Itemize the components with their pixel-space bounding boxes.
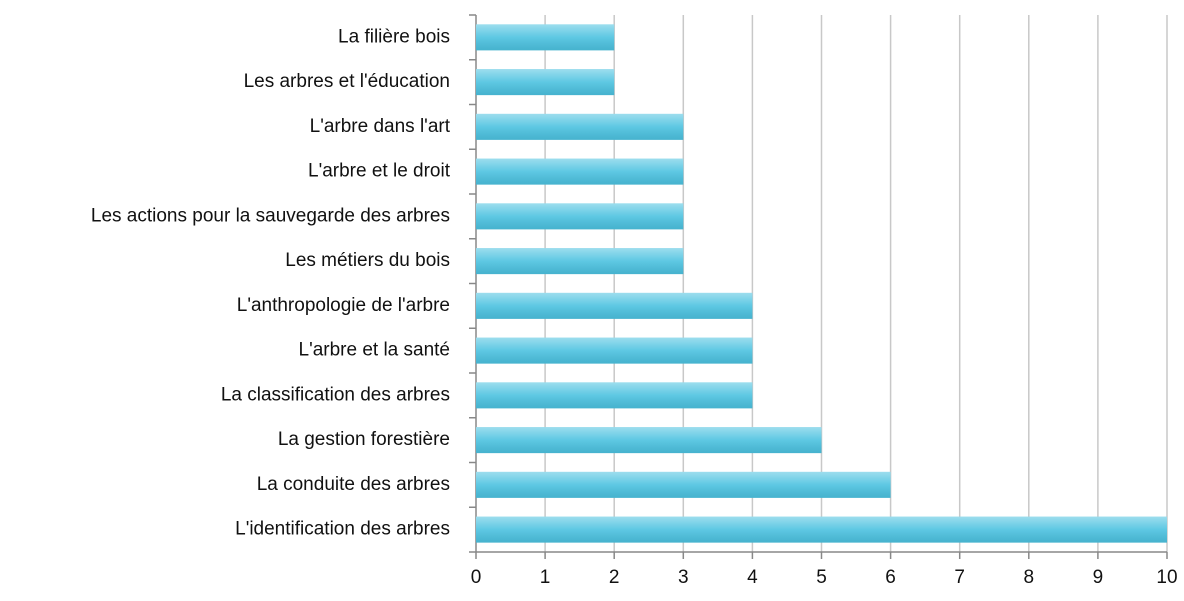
x-tick-label: 6	[885, 567, 896, 588]
bar-shine	[476, 382, 753, 409]
y-tick-label: La classification des arbres	[221, 384, 450, 405]
bar-shine	[476, 203, 684, 230]
y-tick-label: La gestion forestière	[278, 429, 450, 450]
x-tick-label: 5	[816, 567, 827, 588]
bar-shine	[476, 24, 615, 51]
y-tick-label: Les actions pour la sauvegarde des arbre…	[91, 205, 450, 226]
y-tick-label: Les arbres et l'éducation	[244, 71, 450, 92]
x-tick-label: 2	[609, 567, 620, 588]
x-tick-label: 7	[954, 567, 965, 588]
y-tick-label: L'arbre et la santé	[299, 340, 451, 361]
bar-shine	[476, 292, 753, 319]
x-tick-label: 8	[1024, 567, 1035, 588]
bar-shine	[476, 248, 684, 275]
bar-shine	[476, 69, 615, 96]
x-tick-label: 4	[747, 567, 758, 588]
y-tick-label: L'arbre dans l'art	[310, 116, 451, 137]
y-tick-label: La filière bois	[338, 26, 450, 47]
x-tick-label: 0	[471, 567, 482, 588]
x-tick-label: 10	[1156, 567, 1177, 588]
y-tick-label: L'arbre et le droit	[308, 161, 451, 182]
bar-shine	[476, 471, 891, 498]
x-tick-label: 3	[678, 567, 689, 588]
bar-shine	[476, 158, 684, 185]
x-tick-label: 9	[1093, 567, 1104, 588]
y-tick-label: La conduite des arbres	[257, 474, 450, 495]
bar-shine	[476, 113, 684, 140]
x-tick-label: 1	[540, 567, 551, 588]
bar-shine	[476, 516, 1167, 543]
y-tick-label: L'identification des arbres	[235, 519, 450, 540]
bar-shine	[476, 427, 822, 454]
bar-shine	[476, 337, 753, 364]
y-tick-label: L'anthropologie de l'arbre	[237, 295, 450, 316]
y-tick-label: Les métiers du bois	[285, 250, 450, 271]
